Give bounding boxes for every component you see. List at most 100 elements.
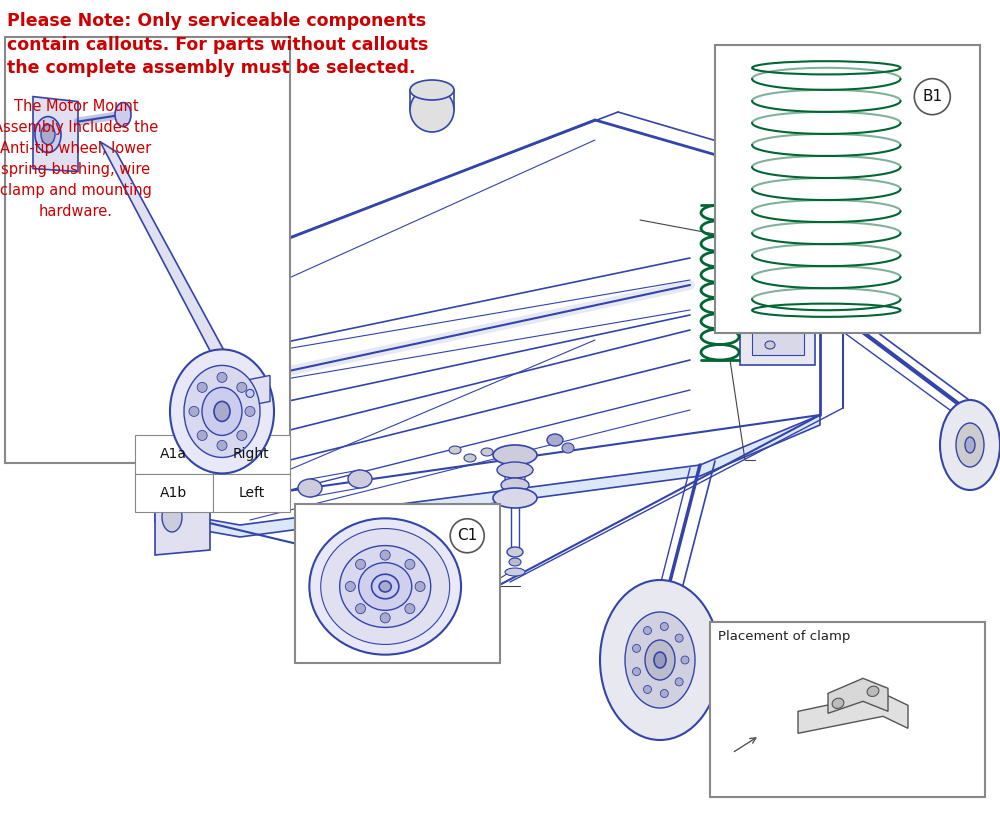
Ellipse shape: [645, 640, 675, 680]
Circle shape: [197, 430, 207, 441]
Ellipse shape: [600, 580, 720, 740]
Circle shape: [356, 604, 366, 614]
Polygon shape: [155, 415, 820, 537]
Ellipse shape: [152, 346, 198, 445]
Bar: [740, 200, 815, 365]
Circle shape: [237, 430, 247, 441]
Ellipse shape: [298, 479, 322, 497]
Polygon shape: [828, 678, 888, 713]
Ellipse shape: [115, 102, 131, 127]
Bar: [710, 622, 985, 797]
Circle shape: [660, 689, 668, 698]
Polygon shape: [798, 693, 908, 733]
Ellipse shape: [493, 488, 537, 508]
Circle shape: [217, 441, 227, 450]
Circle shape: [633, 645, 641, 652]
Ellipse shape: [765, 296, 775, 304]
Polygon shape: [100, 141, 243, 385]
Ellipse shape: [765, 321, 775, 329]
Ellipse shape: [509, 558, 521, 566]
Ellipse shape: [379, 581, 391, 592]
Ellipse shape: [214, 402, 230, 421]
Ellipse shape: [493, 445, 537, 465]
Ellipse shape: [547, 434, 563, 446]
Bar: [752, 210, 804, 355]
Bar: [715, 45, 980, 333]
Ellipse shape: [501, 478, 529, 492]
Circle shape: [356, 559, 366, 569]
Ellipse shape: [184, 365, 260, 458]
Ellipse shape: [162, 502, 182, 532]
Ellipse shape: [481, 448, 493, 456]
Ellipse shape: [246, 389, 254, 398]
Bar: [212, 435, 290, 474]
Ellipse shape: [321, 528, 450, 645]
Ellipse shape: [464, 454, 476, 462]
Bar: [212, 474, 290, 512]
Ellipse shape: [832, 698, 844, 708]
Circle shape: [380, 613, 390, 623]
Circle shape: [675, 634, 683, 642]
Ellipse shape: [765, 341, 775, 349]
Ellipse shape: [765, 246, 775, 254]
Circle shape: [217, 372, 227, 382]
Ellipse shape: [348, 470, 372, 488]
Polygon shape: [33, 97, 78, 172]
Polygon shape: [155, 475, 210, 555]
Bar: [135, 474, 212, 512]
Bar: [295, 504, 500, 663]
Ellipse shape: [965, 437, 975, 453]
Circle shape: [914, 79, 950, 115]
Polygon shape: [230, 376, 270, 410]
Circle shape: [681, 656, 689, 664]
Circle shape: [644, 685, 652, 693]
Bar: [135, 435, 212, 474]
Ellipse shape: [202, 388, 242, 436]
Circle shape: [197, 382, 207, 393]
Circle shape: [189, 406, 199, 416]
Circle shape: [644, 627, 652, 635]
Ellipse shape: [625, 612, 695, 708]
Ellipse shape: [372, 574, 399, 598]
Ellipse shape: [940, 400, 1000, 490]
Circle shape: [450, 519, 484, 553]
Circle shape: [675, 678, 683, 686]
Ellipse shape: [41, 124, 55, 145]
Ellipse shape: [497, 462, 533, 478]
Ellipse shape: [867, 686, 879, 697]
Circle shape: [345, 581, 355, 592]
Text: Placement of clamp: Placement of clamp: [718, 630, 850, 643]
Ellipse shape: [359, 563, 412, 611]
Circle shape: [245, 406, 255, 416]
Circle shape: [237, 382, 247, 393]
Ellipse shape: [410, 88, 454, 132]
Ellipse shape: [340, 546, 431, 628]
Text: Left: Left: [238, 486, 264, 500]
Ellipse shape: [170, 350, 274, 473]
Ellipse shape: [765, 271, 775, 279]
Ellipse shape: [956, 423, 984, 467]
Text: Right: Right: [233, 447, 270, 461]
Ellipse shape: [309, 519, 461, 654]
Circle shape: [405, 559, 415, 569]
Ellipse shape: [654, 652, 666, 668]
Circle shape: [633, 667, 641, 676]
Bar: [5, 37, 290, 463]
Circle shape: [415, 581, 425, 592]
Ellipse shape: [160, 360, 190, 429]
Text: Please Note: Only serviceable components
contain callouts. For parts without cal: Please Note: Only serviceable components…: [7, 12, 428, 77]
Ellipse shape: [235, 435, 265, 475]
Text: A1b: A1b: [160, 486, 187, 500]
Ellipse shape: [562, 443, 574, 453]
Ellipse shape: [765, 221, 775, 229]
Ellipse shape: [505, 568, 525, 576]
Ellipse shape: [449, 446, 461, 454]
Ellipse shape: [410, 80, 454, 100]
Text: A1a: A1a: [160, 447, 187, 461]
Text: C1: C1: [457, 528, 477, 543]
Text: The Motor Mount
Assembly Includes the
Anti-tip wheel, lower
spring bushing, wire: The Motor Mount Assembly Includes the An…: [0, 98, 159, 219]
Circle shape: [405, 604, 415, 614]
Text: B1: B1: [922, 89, 942, 104]
Circle shape: [380, 550, 390, 560]
Ellipse shape: [182, 360, 218, 420]
